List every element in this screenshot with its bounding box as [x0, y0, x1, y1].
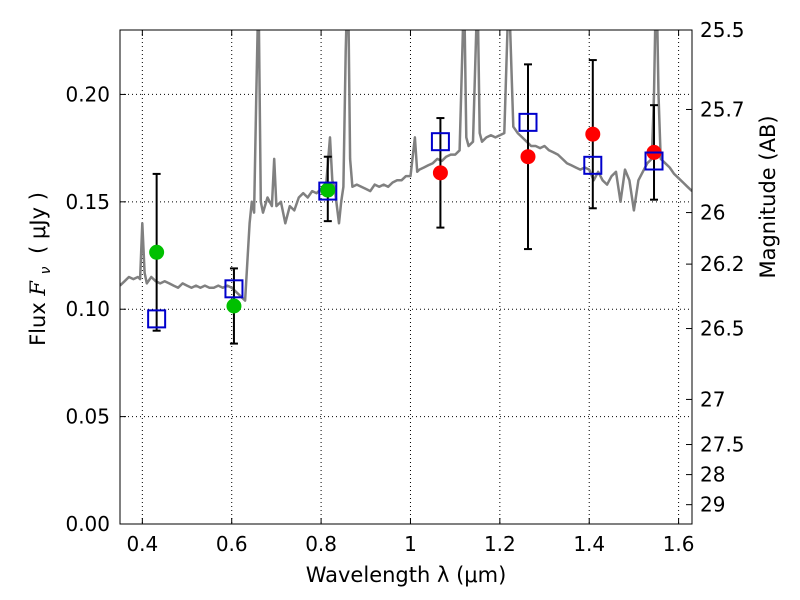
plot-frame	[119, 29, 693, 525]
model-square	[430, 132, 450, 152]
x-tick-label: 1.4	[573, 532, 605, 556]
y-axis-label: Flux F ν ( μJy )	[26, 192, 55, 346]
right-tick-label: 27	[700, 387, 725, 411]
ticks	[120, 29, 692, 525]
x-tick-label: 0.4	[126, 532, 158, 556]
red-data-point	[432, 165, 448, 181]
y-tick-label: 0.10	[65, 297, 110, 321]
right-tick-label: 26	[700, 201, 725, 225]
y-tick-label: 0.15	[65, 190, 110, 214]
x-tick-label: 0.8	[305, 532, 337, 556]
model-square	[147, 309, 167, 329]
x-tick-label: 1	[404, 532, 417, 556]
sed-template-line	[120, 30, 692, 302]
right-tick-label: 25.7	[700, 97, 745, 121]
model-square	[583, 155, 603, 175]
model-square	[224, 279, 244, 299]
tick-labels: 0.4 0.6 0.8 1 1.2 1.4 1.6 0.00 0.05 0.10 0.15 0.20 2…	[65, 18, 744, 556]
right-tick-label: 28	[700, 463, 725, 487]
right-axis-label: Magnitude (AB)	[756, 115, 780, 278]
y-axis-label-subscript: ν	[38, 266, 54, 274]
x-tick-label: 0.6	[216, 532, 248, 556]
red-data-point	[585, 126, 601, 142]
green-data-point	[320, 182, 336, 198]
markers	[147, 112, 664, 329]
sed-layer	[120, 30, 692, 302]
model-square	[644, 151, 664, 171]
right-tick-label: 27.5	[700, 433, 745, 457]
y-axis-label-prefix: Flux	[26, 296, 50, 346]
red-data-point	[520, 149, 536, 165]
x-axis-label: Wavelength λ (μm)	[306, 563, 507, 587]
x-tick-label: 1.6	[663, 532, 695, 556]
right-tick-label: 25.5	[700, 18, 745, 42]
x-tick-label: 1.2	[484, 532, 516, 556]
y-tick-label: 0.20	[65, 82, 110, 106]
y-tick-label: 0.00	[65, 512, 110, 536]
grid-lines	[120, 30, 692, 525]
model-square	[318, 181, 338, 201]
y-axis-label-unit: ( μJy )	[26, 192, 50, 254]
green-data-point	[226, 298, 242, 314]
right-tick-label: 26.5	[700, 317, 745, 341]
model-square	[518, 112, 538, 132]
right-tick-label: 26.2	[700, 252, 745, 276]
right-tick-label: 29	[700, 493, 725, 517]
y-tick-label: 0.05	[65, 405, 110, 429]
green-data-point	[149, 244, 165, 260]
y-axis-label-symbol: F	[26, 280, 50, 297]
